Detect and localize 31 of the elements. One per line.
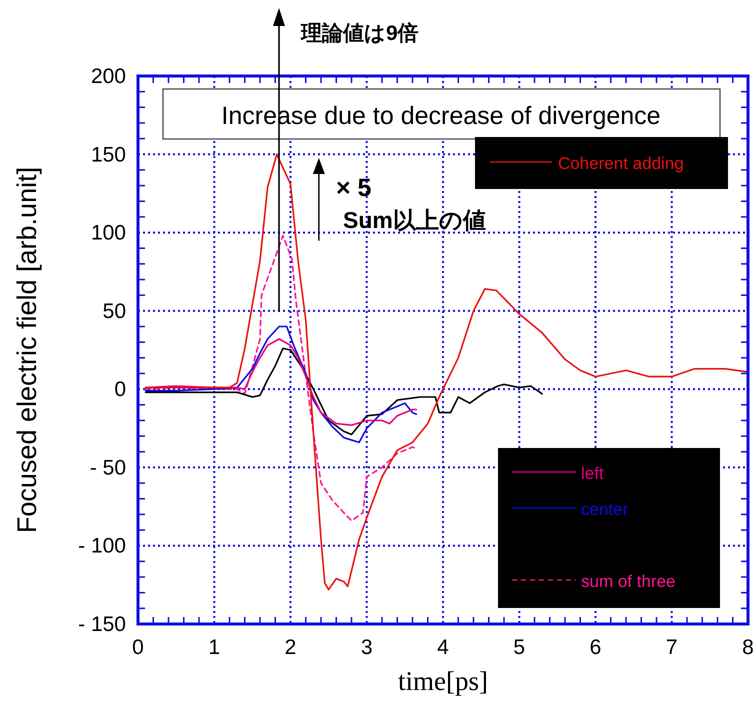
line-series [144,348,543,436]
y-tick-label: 100 [90,222,126,245]
x-tick-label: 1 [208,636,220,659]
x-tick-label: 8 [742,636,754,659]
legend-label: center [581,500,629,519]
x-tick-label: 4 [437,636,450,659]
line-series [144,154,749,590]
x-tick-label: 7 [666,636,678,659]
legend-label: left [581,464,604,483]
x-tick-label: 6 [590,636,602,659]
x-axis-title: time[ps] [398,666,488,696]
y-tick-label: - 100 [78,534,126,558]
line-series [144,234,418,522]
y-tick-label: - 150 [78,613,126,636]
y-tick-label: 200 [90,65,126,88]
x-tick-label: 0 [132,636,144,659]
y-tick-label: 50 [102,300,126,323]
line-series [144,338,418,426]
y-tick-label: 0 [114,378,126,402]
legend-label: Coherent adding [558,154,684,173]
legend: Coherent adding [475,137,728,189]
x-tick-label: 3 [360,636,373,659]
y-axis-title: Focused electric field [arb.unit] [12,166,42,534]
annotation: Sum以上の値 [343,207,486,233]
y-tick-label: - 50 [90,456,126,480]
x-tick-label: 2 [284,636,296,659]
legend-label: sum of three [581,572,676,591]
y-tick-label: 150 [90,143,126,166]
annotation: × 5 [336,174,372,202]
x-tick-label: 5 [513,636,526,659]
text: 理論値は9倍 [300,21,419,45]
